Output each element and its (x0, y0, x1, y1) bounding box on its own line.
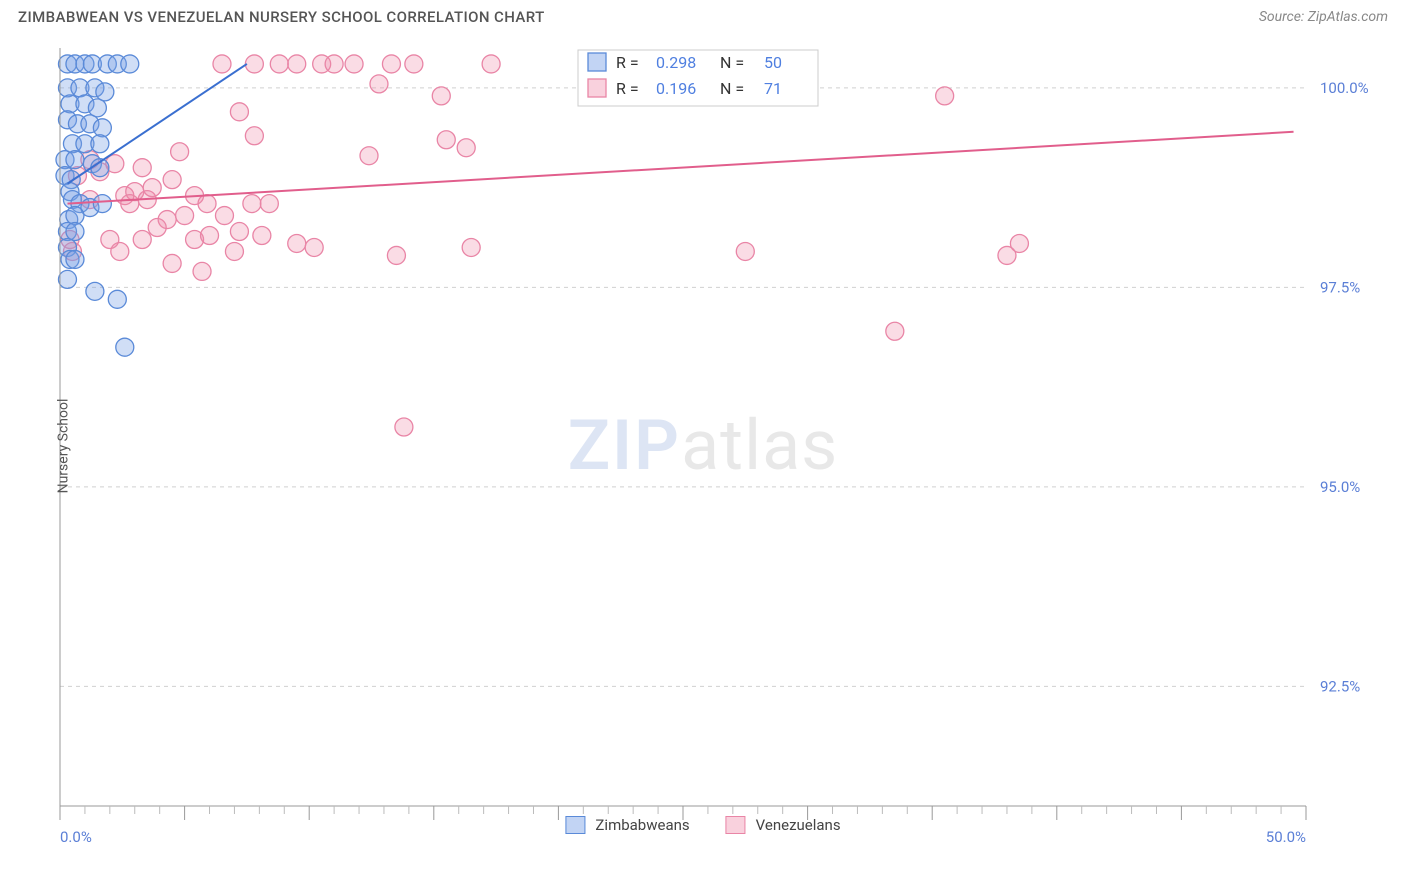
scatter-point (288, 55, 306, 73)
scatter-point (58, 270, 76, 288)
scatter-point (121, 195, 139, 213)
scatter-point (96, 83, 114, 101)
scatter-point (163, 254, 181, 272)
scatter-point (405, 55, 423, 73)
chart-container: Nursery School 100.0% 97.5% 95.0% 92.5% R = 0… (18, 36, 1388, 856)
scatter-point (116, 338, 134, 356)
scatter-point (245, 127, 263, 145)
bottom-legend: Zimbabweans Venezuelans (565, 816, 840, 834)
scatter-point (395, 418, 413, 436)
y-tick-label: 95.0% (1320, 478, 1360, 496)
stats-r-value: 0.298 (656, 53, 696, 72)
scatter-point (225, 242, 243, 260)
scatter-point (198, 195, 216, 213)
scatter-point (457, 139, 475, 157)
scatter-point (171, 143, 189, 161)
scatter-point (886, 322, 904, 340)
scatter-point (66, 207, 84, 225)
scatter-point (213, 55, 231, 73)
scatter-point (86, 282, 104, 300)
scatter-point (360, 147, 378, 165)
scatter-point (148, 219, 166, 237)
scatter-point (143, 179, 161, 197)
y-tick-label: 97.5% (1320, 278, 1360, 296)
x-tick-label-end: 50.0% (1266, 828, 1306, 846)
stats-n-value: 71 (764, 79, 782, 98)
scatter-point (230, 223, 248, 241)
stats-r-value: 0.196 (656, 79, 696, 98)
scatter-point (387, 246, 405, 264)
scatter-point (176, 207, 194, 225)
legend-item: Zimbabweans (565, 816, 689, 834)
chart-header: ZIMBABWEAN VS VENEZUELAN NURSERY SCHOOL … (0, 0, 1406, 30)
stats-legend-swatch (588, 53, 606, 71)
scatter-point (288, 234, 306, 252)
scatter-point (121, 55, 139, 73)
scatter-point (230, 103, 248, 121)
scatter-point (193, 262, 211, 280)
legend-swatch (565, 816, 585, 834)
scatter-point (133, 159, 151, 177)
scatter-point (260, 195, 278, 213)
scatter-point (437, 131, 455, 149)
scatter-point (736, 242, 754, 260)
scatter-point (382, 55, 400, 73)
scatter-point (482, 55, 500, 73)
scatter-point (462, 238, 480, 256)
y-axis-label: Nursery School (55, 399, 71, 494)
stats-r-label: R = (616, 53, 639, 72)
stats-r-label: R = (616, 79, 639, 98)
scatter-point (215, 207, 233, 225)
stats-legend-swatch (588, 79, 606, 97)
scatter-point (93, 195, 111, 213)
scatter-point (325, 55, 343, 73)
scatter-point (66, 223, 84, 241)
stats-n-label: N = (720, 53, 744, 72)
scatter-point (108, 290, 126, 308)
scatter-point (66, 250, 84, 268)
scatter-point (253, 227, 271, 245)
stats-n-label: N = (720, 79, 744, 98)
chart-source: Source: ZipAtlas.com (1259, 9, 1388, 25)
legend-label: Venezuelans (756, 816, 841, 834)
scatter-point (345, 55, 363, 73)
scatter-point (432, 87, 450, 105)
x-tick-label-start: 0.0% (60, 828, 92, 846)
scatter-point (370, 75, 388, 93)
scatter-point (998, 246, 1016, 264)
scatter-point (936, 87, 954, 105)
scatter-point (201, 227, 219, 245)
stats-legend-box (578, 50, 818, 106)
stats-n-value: 50 (764, 53, 782, 72)
legend-item: Venezuelans (726, 816, 841, 834)
scatter-point (133, 230, 151, 248)
scatter-point (66, 151, 84, 169)
legend-label: Zimbabweans (595, 816, 689, 834)
chart-title: ZIMBABWEAN VS VENEZUELAN NURSERY SCHOOL … (18, 8, 545, 26)
legend-swatch (726, 816, 746, 834)
scatter-chart: 100.0% 97.5% 95.0% 92.5% R = 0.298 N = 50 R = 0.1… (18, 36, 1388, 856)
scatter-point (243, 195, 261, 213)
scatter-point (305, 238, 323, 256)
scatter-point (245, 55, 263, 73)
scatter-point (91, 135, 109, 153)
y-tick-label: 92.5% (1320, 677, 1360, 695)
scatter-point (93, 119, 111, 137)
scatter-point (111, 242, 129, 260)
scatter-point (163, 171, 181, 189)
scatter-point (88, 99, 106, 117)
scatter-point (270, 55, 288, 73)
y-tick-label: 100.0% (1320, 79, 1369, 97)
